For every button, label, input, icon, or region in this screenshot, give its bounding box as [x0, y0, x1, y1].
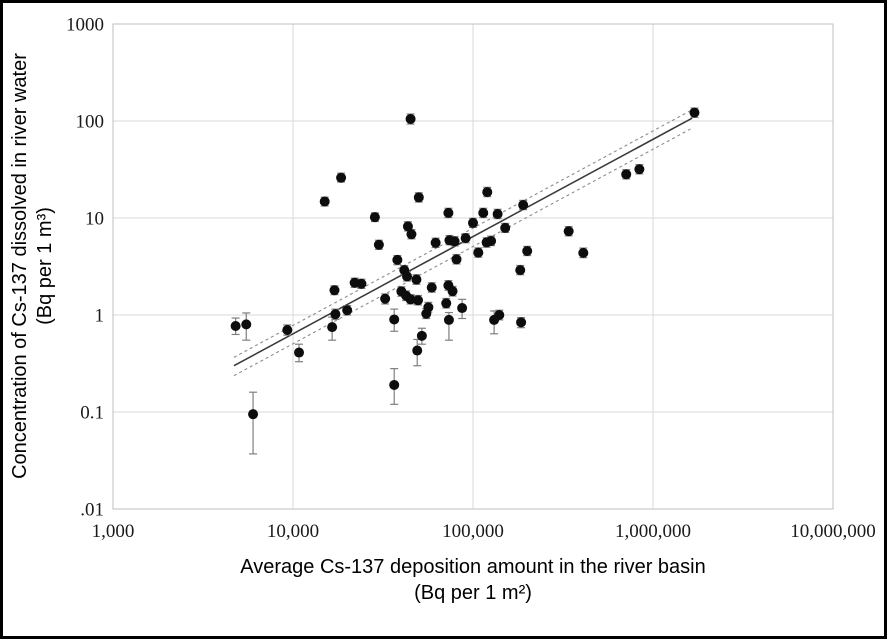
data-point	[380, 293, 391, 304]
data-point	[441, 298, 452, 309]
data-point	[369, 212, 380, 223]
data-point	[449, 236, 460, 247]
data-point	[494, 310, 505, 320]
data-point	[294, 347, 305, 358]
data-point	[413, 192, 424, 203]
data-point	[389, 314, 400, 325]
x-tick-label: 10,000	[267, 521, 319, 542]
data-point	[389, 379, 400, 390]
data-point	[405, 294, 416, 305]
data-point	[634, 164, 645, 175]
y-tick-label: 1	[95, 306, 105, 327]
x-axis-title-line1: Average Cs-137 deposition amount in the …	[240, 556, 706, 578]
data-point	[500, 222, 511, 233]
data-point	[460, 233, 471, 244]
data-point	[402, 221, 413, 232]
y-tick-label: 10	[85, 209, 104, 230]
y-tick-label: 100	[76, 112, 105, 133]
data-point	[451, 254, 462, 265]
x-tick-label: 1,000,000	[615, 521, 691, 542]
data-point	[356, 278, 367, 289]
data-point	[492, 208, 503, 219]
data-point	[413, 295, 424, 306]
x-axis-title: Average Cs-137 deposition amount in the …	[113, 554, 833, 606]
data-point	[241, 319, 252, 330]
data-point	[330, 309, 341, 320]
data-point	[411, 274, 422, 285]
data-point	[426, 282, 437, 293]
data-point	[443, 314, 454, 325]
x-tick-label: 1,000	[92, 521, 135, 542]
data-point	[482, 187, 493, 198]
data-point	[392, 254, 403, 265]
data-point	[342, 305, 353, 316]
data-point	[447, 286, 458, 297]
data-point	[621, 169, 632, 180]
x-tick-label: 100,000	[442, 521, 504, 542]
data-point	[516, 317, 527, 328]
y-tick-label: 0.1	[80, 403, 104, 424]
data-point	[406, 229, 417, 240]
y-tick-label: 1000	[66, 15, 104, 36]
lower-confidence-line	[233, 127, 693, 377]
data-point	[336, 172, 347, 183]
plot-border	[112, 23, 834, 510]
data-point	[430, 237, 441, 248]
data-point	[473, 247, 484, 258]
x-tick-label: 10,000,000	[790, 521, 876, 542]
data-point	[327, 322, 338, 333]
data-point	[689, 107, 700, 118]
data-point	[230, 321, 241, 332]
data-point	[319, 196, 330, 207]
data-point	[282, 325, 293, 336]
plot-area: 1000 100 10 1 0.1 .011,000 10,000 100,000 1,000,…	[66, 15, 876, 543]
data-point	[416, 330, 427, 341]
data-point	[468, 217, 478, 228]
data-point	[563, 226, 574, 237]
data-point	[478, 207, 489, 218]
data-point	[329, 285, 340, 296]
data-point	[515, 265, 526, 276]
data-point	[486, 235, 497, 246]
data-point	[443, 207, 454, 218]
data-point	[518, 200, 529, 211]
data-point	[423, 302, 434, 313]
data-point	[248, 409, 259, 420]
data-point	[412, 345, 423, 356]
x-axis-title-line2: (Bq per 1 m²)	[414, 582, 532, 604]
data-point	[373, 239, 384, 250]
data-point	[402, 271, 413, 282]
data-point	[578, 247, 589, 258]
data-point	[522, 245, 533, 256]
data-point	[457, 303, 468, 314]
data-point	[405, 113, 416, 124]
y-tick-label: .01	[80, 500, 104, 521]
